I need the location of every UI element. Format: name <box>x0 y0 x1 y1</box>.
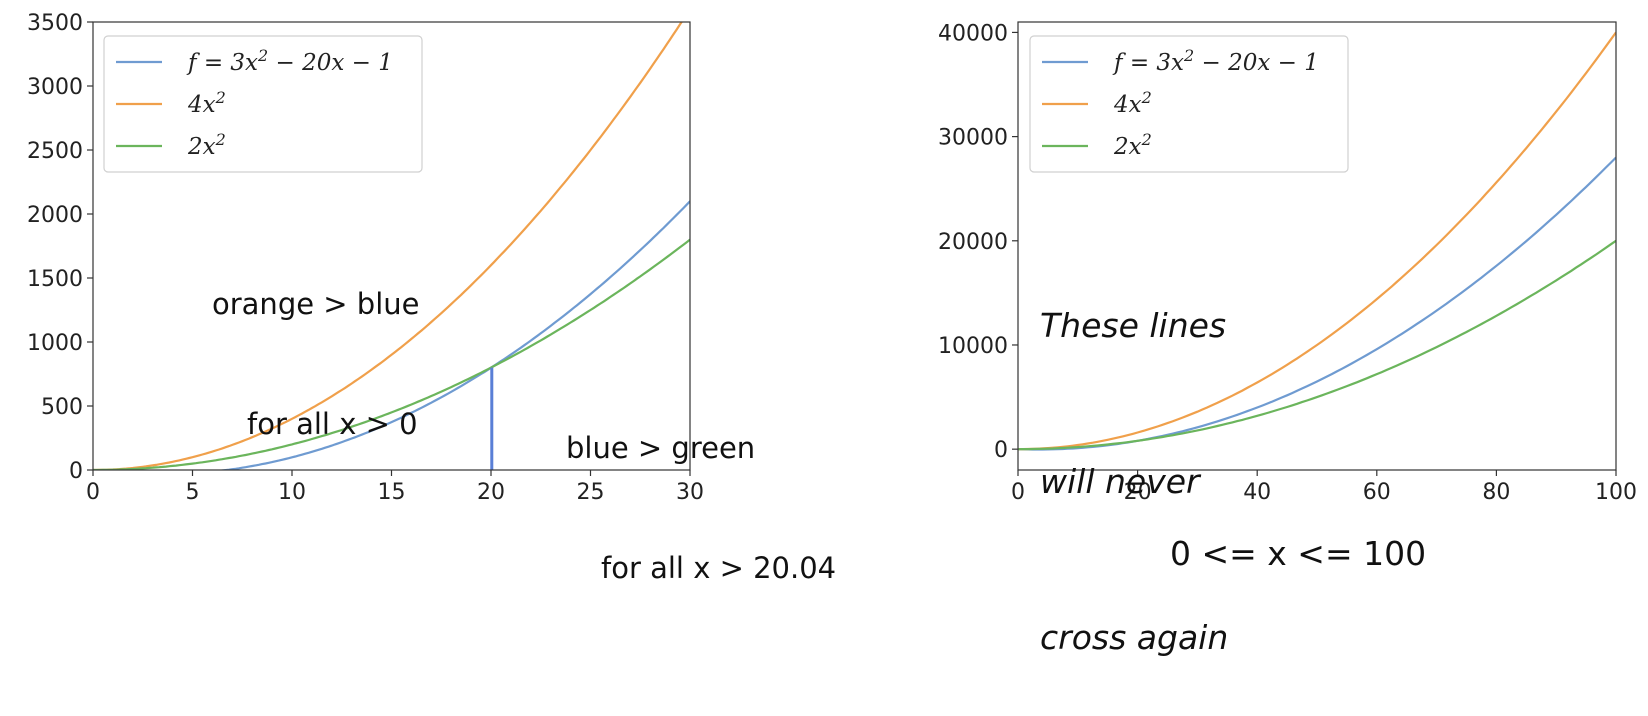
legend: f = 3x2​ − 20x − 1 4x2​ 2x2​ <box>103 35 423 173</box>
annotation-never-cross: These lines will never cross again <box>1040 196 1228 716</box>
legend-box <box>103 35 423 173</box>
x-tick-label: 20 <box>1124 480 1152 505</box>
annotation-line: for all x > 20.04 <box>601 551 837 585</box>
y-tick-label: 500 <box>41 395 83 420</box>
annotation-line: These lines <box>1040 306 1227 345</box>
y-tick-label: 0 <box>69 459 83 484</box>
y-tick-label: 2500 <box>27 139 83 164</box>
legend: f = 3x2​ − 20x − 1 4x2​ 2x2​ <box>1029 35 1349 173</box>
x-tick-label: 25 <box>577 480 605 505</box>
y-tick-label: 30000 <box>938 126 1008 151</box>
chart-left: 0 5 10 15 20 25 30 0 500 1000 1500 2000 2500 3000 3500… <box>27 11 704 505</box>
x-tick-label: 100 <box>1595 480 1637 505</box>
x-range-caption: 0 <= x <= 100 <box>1170 534 1427 573</box>
y-tick-label: 3500 <box>27 11 83 36</box>
legend-label-1: 4x2​ <box>187 88 226 118</box>
plot-frame <box>1017 21 1617 471</box>
annotation-line: will never <box>1040 462 1200 501</box>
series-line-2 <box>1018 239 1616 451</box>
figure-canvas: 0 5 10 15 20 25 300500100015002000250030003500… <box>27 11 1637 505</box>
x-tick-label: 15 <box>378 480 406 505</box>
y-tick-label: 20000 <box>938 230 1008 255</box>
x-tick-label: 80 <box>1482 480 1510 505</box>
x-tick-label: 20 <box>477 480 505 505</box>
y-tick-label: 10000 <box>938 334 1008 359</box>
annotation-line: cross again <box>1040 618 1229 657</box>
legend-box <box>1029 35 1349 173</box>
x-tick-label: 5 <box>186 480 200 505</box>
plot-area <box>1018 31 1616 451</box>
annotation-line: blue > green <box>566 431 756 465</box>
series-line-2 <box>93 238 690 470</box>
y-tick-label: 40000 <box>938 21 1008 46</box>
series-line-1 <box>1018 31 1616 451</box>
annotation-orange-gt-blue: orange > blue for all x > 0 <box>212 204 420 484</box>
plot-area <box>93 22 690 470</box>
series-line-0 <box>93 200 690 470</box>
annotation-blue-gt-green: blue > green for all x > 20.04 <box>566 348 836 628</box>
x-tick-label: 40 <box>1243 480 1271 505</box>
y-tick-label: 0 <box>994 438 1008 463</box>
y-tick-label: 2000 <box>27 203 83 228</box>
x-tick-label: 60 <box>1363 480 1391 505</box>
x-tick-label: 10 <box>278 480 306 505</box>
x-tick-label: 0 <box>1011 480 1025 505</box>
x-tick-label: 0 <box>86 480 100 505</box>
chart-right: 0 20 40 60 80 100 0 10000 20000 30000 40000 f = 3x2… <box>938 21 1637 505</box>
legend-label-2: 2x2​ <box>1113 130 1152 160</box>
y-tick-label: 1500 <box>27 267 83 292</box>
x-tick-label: 30 <box>676 480 704 505</box>
legend-label-2: 2x2​ <box>187 130 226 160</box>
series-line-1 <box>93 22 683 470</box>
y-tick-label: 1000 <box>27 331 83 356</box>
legend-label-0: f = 3x2​ − 20x − 1 <box>1112 46 1319 76</box>
y-tick-label: 3000 <box>27 75 83 100</box>
annotation-line: for all x > 0 <box>247 407 418 441</box>
legend-label-1: 4x2​ <box>1113 88 1152 118</box>
annotation-line: orange > blue <box>212 287 420 321</box>
legend-label-0: f = 3x2​ − 20x − 1 <box>186 46 393 76</box>
